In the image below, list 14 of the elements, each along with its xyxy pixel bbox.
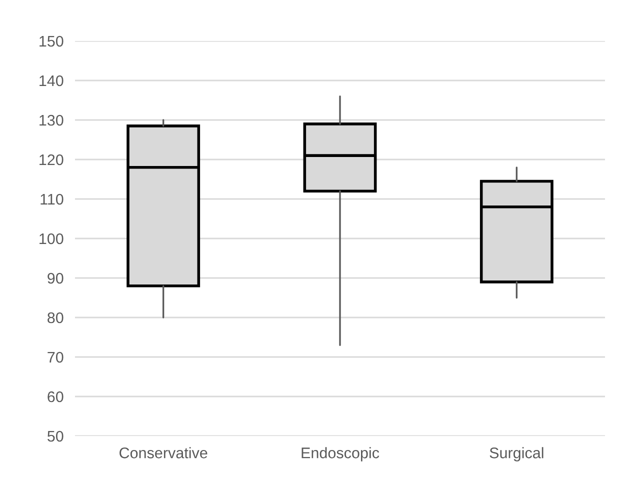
y-tick-label: 130: [40, 114, 64, 126]
y-tick-label: 100: [40, 233, 64, 244]
y-tick-label: 50: [48, 430, 64, 442]
y-tick-label: 80: [48, 312, 64, 324]
y-tick-label: 110: [40, 194, 64, 205]
x-tick-label: Endoscopic: [302, 447, 380, 462]
y-tick-label: 70: [48, 352, 64, 363]
x-tick-label: Conservative: [120, 447, 208, 458]
x-tick-label: Surgical: [490, 447, 544, 462]
y-tick-label: 60: [48, 391, 64, 402]
y-tick-label: 120: [40, 154, 64, 166]
y-tick-label: 150: [40, 36, 64, 47]
y-tick-label: 90: [48, 272, 64, 284]
y-tick-label: 140: [40, 75, 64, 86]
